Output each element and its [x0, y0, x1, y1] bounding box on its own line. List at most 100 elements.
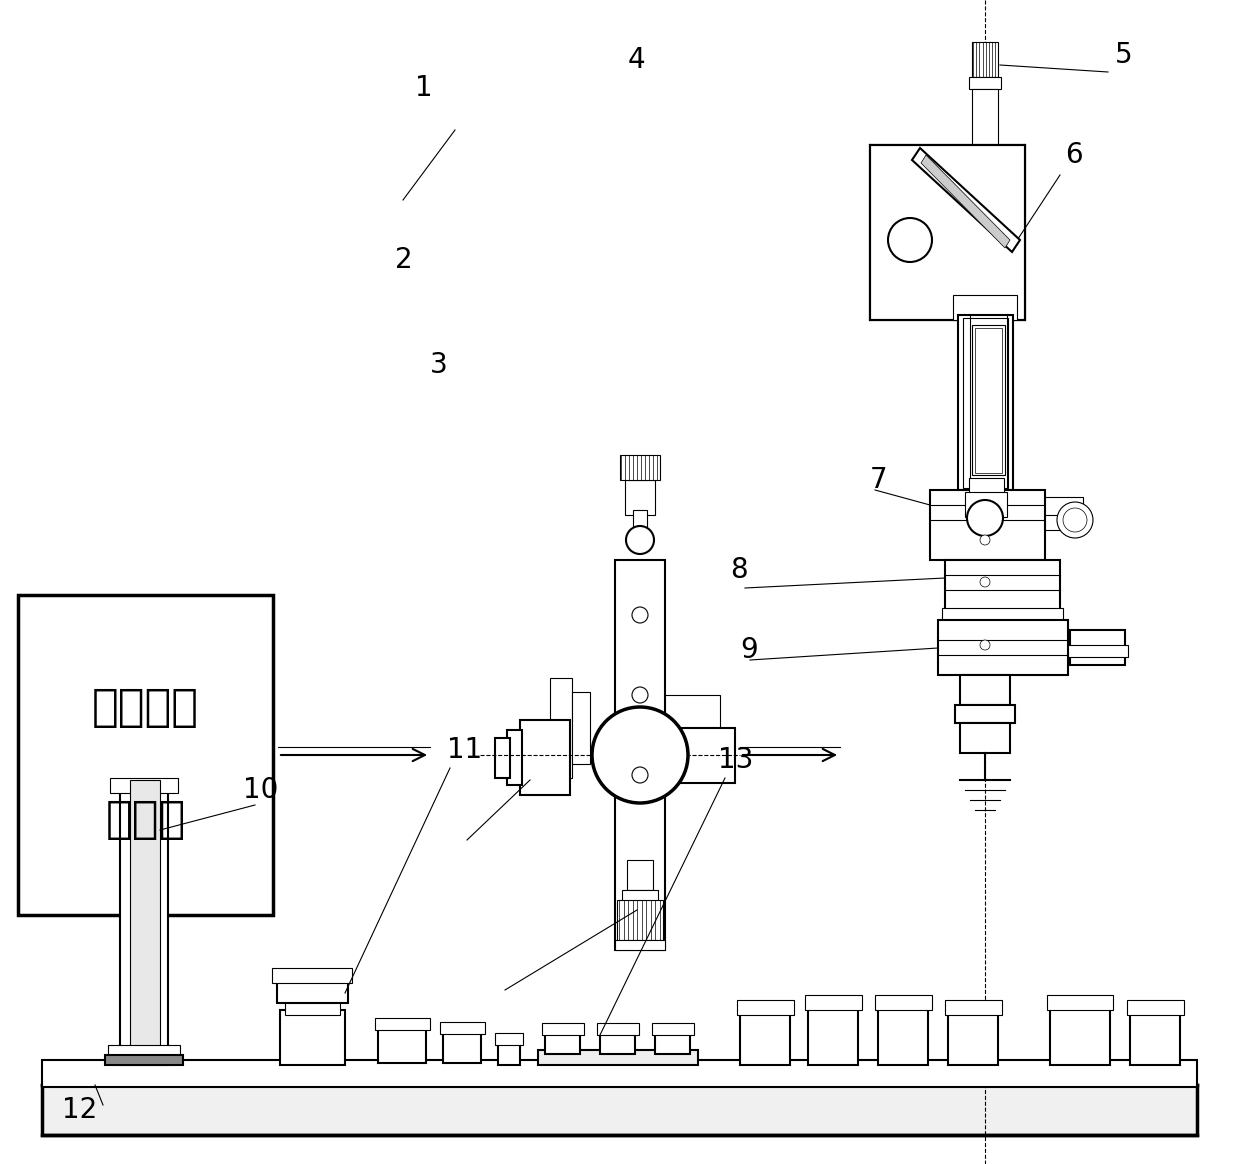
Bar — [930, 490, 1045, 560]
Circle shape — [632, 687, 649, 703]
Bar — [130, 780, 160, 1050]
Bar — [960, 723, 1011, 753]
Circle shape — [1056, 502, 1092, 538]
Text: 1: 1 — [415, 74, 433, 102]
Bar — [108, 1045, 180, 1063]
Bar — [870, 146, 1025, 320]
Bar — [945, 1000, 1002, 1015]
Bar — [968, 478, 1004, 496]
Polygon shape — [921, 155, 1011, 248]
Bar — [105, 1055, 184, 1065]
Bar — [870, 146, 1025, 320]
Bar — [937, 620, 1068, 675]
Bar — [1045, 497, 1083, 514]
Circle shape — [888, 218, 932, 262]
Bar — [878, 1005, 928, 1065]
Bar — [538, 1050, 698, 1065]
Bar — [963, 318, 1008, 488]
Circle shape — [632, 767, 649, 783]
Bar — [975, 328, 1002, 473]
Bar — [665, 695, 720, 750]
Text: 12: 12 — [62, 1096, 97, 1124]
Text: 2: 2 — [396, 246, 413, 274]
Bar — [19, 595, 273, 915]
Bar — [627, 860, 653, 890]
Bar — [655, 1032, 689, 1053]
Bar — [285, 1000, 340, 1015]
Circle shape — [632, 606, 649, 623]
Text: 4: 4 — [627, 47, 646, 74]
Bar — [949, 1010, 998, 1065]
Bar — [620, 455, 660, 480]
Polygon shape — [911, 148, 1021, 251]
Bar — [277, 978, 348, 1003]
Bar — [972, 325, 1004, 475]
Bar — [1050, 1005, 1110, 1065]
Circle shape — [980, 535, 990, 545]
Bar — [615, 560, 665, 950]
Bar — [615, 941, 665, 950]
Circle shape — [1063, 508, 1087, 532]
Bar — [942, 608, 1063, 620]
Bar — [542, 1023, 584, 1035]
Bar — [1070, 630, 1125, 665]
Bar — [959, 315, 1013, 490]
Bar — [551, 677, 572, 778]
Circle shape — [591, 707, 688, 803]
Bar — [667, 700, 717, 740]
Text: 3: 3 — [430, 352, 448, 379]
Bar — [280, 1010, 345, 1065]
Text: 6: 6 — [1065, 141, 1083, 169]
Bar — [625, 480, 655, 514]
Circle shape — [626, 526, 653, 554]
Bar — [495, 738, 510, 778]
Bar — [972, 42, 998, 77]
Text: 13: 13 — [718, 746, 754, 774]
Bar — [498, 1039, 520, 1065]
Bar — [374, 1018, 430, 1030]
Bar — [110, 778, 179, 793]
Bar — [652, 1023, 694, 1035]
Bar — [622, 890, 658, 904]
Bar — [520, 721, 570, 795]
Bar — [596, 1023, 639, 1035]
Bar — [972, 88, 998, 149]
Bar — [1127, 1000, 1184, 1015]
Bar — [1047, 995, 1114, 1010]
Bar — [507, 730, 522, 785]
Text: 10: 10 — [243, 776, 278, 804]
Bar — [495, 1032, 523, 1045]
Text: 9: 9 — [740, 636, 758, 663]
Bar — [808, 1005, 858, 1065]
Bar — [1045, 501, 1080, 530]
Text: 11: 11 — [446, 736, 482, 764]
Circle shape — [980, 640, 990, 650]
Text: 7: 7 — [870, 466, 888, 494]
Text: 8: 8 — [730, 556, 748, 584]
Text: 激光器: 激光器 — [105, 797, 186, 840]
Bar — [968, 77, 1001, 88]
Bar — [272, 968, 352, 984]
Circle shape — [967, 501, 1003, 535]
Bar — [665, 728, 735, 783]
Bar — [632, 510, 647, 530]
Bar — [600, 1032, 635, 1053]
Bar — [954, 294, 1017, 320]
Text: 5: 5 — [1115, 41, 1132, 69]
Bar — [1068, 645, 1128, 656]
Bar — [955, 705, 1016, 723]
Bar — [42, 1060, 1197, 1087]
Bar — [945, 560, 1060, 610]
Bar — [618, 904, 662, 941]
Text: 二氧化碳: 二氧化碳 — [92, 686, 198, 729]
Bar — [875, 995, 932, 1010]
Bar — [618, 900, 663, 941]
Bar — [546, 1032, 580, 1053]
Bar — [42, 1085, 1197, 1135]
Bar — [572, 693, 590, 764]
Bar — [965, 492, 1007, 517]
Bar — [443, 1030, 481, 1063]
Bar — [378, 1025, 427, 1063]
Bar — [120, 780, 167, 1065]
Bar — [737, 1000, 794, 1015]
